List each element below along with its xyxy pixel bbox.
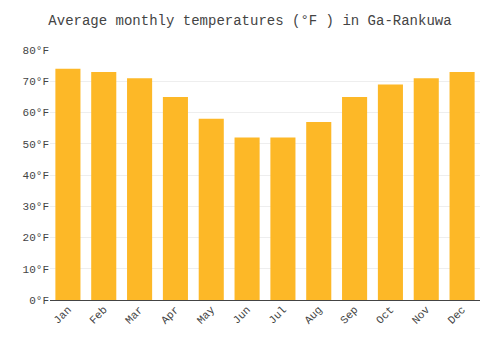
svg-text:10°F: 10°F xyxy=(23,264,49,276)
svg-text:Average monthly temperatures (: Average monthly temperatures (°F ) in Ga… xyxy=(48,13,451,29)
svg-text:Mar: Mar xyxy=(123,304,145,326)
svg-text:Sep: Sep xyxy=(338,304,360,326)
svg-text:Jul: Jul xyxy=(266,304,288,326)
svg-text:Feb: Feb xyxy=(87,304,109,326)
svg-text:Oct: Oct xyxy=(374,304,396,326)
svg-text:Jun: Jun xyxy=(231,304,253,326)
svg-text:May: May xyxy=(195,304,218,327)
svg-text:Apr: Apr xyxy=(159,304,181,326)
svg-text:30°F: 30°F xyxy=(23,201,49,213)
svg-text:20°F: 20°F xyxy=(23,232,49,244)
svg-text:Aug: Aug xyxy=(302,304,324,326)
svg-text:Jan: Jan xyxy=(51,304,73,326)
svg-text:80°F: 80°F xyxy=(23,45,49,57)
svg-text:Dec: Dec xyxy=(446,304,468,326)
svg-text:0°F: 0°F xyxy=(29,295,49,307)
svg-text:40°F: 40°F xyxy=(23,170,49,182)
svg-text:70°F: 70°F xyxy=(23,76,49,88)
svg-text:60°F: 60°F xyxy=(23,107,49,119)
svg-text:Nov: Nov xyxy=(410,304,433,327)
svg-text:50°F: 50°F xyxy=(23,139,49,151)
